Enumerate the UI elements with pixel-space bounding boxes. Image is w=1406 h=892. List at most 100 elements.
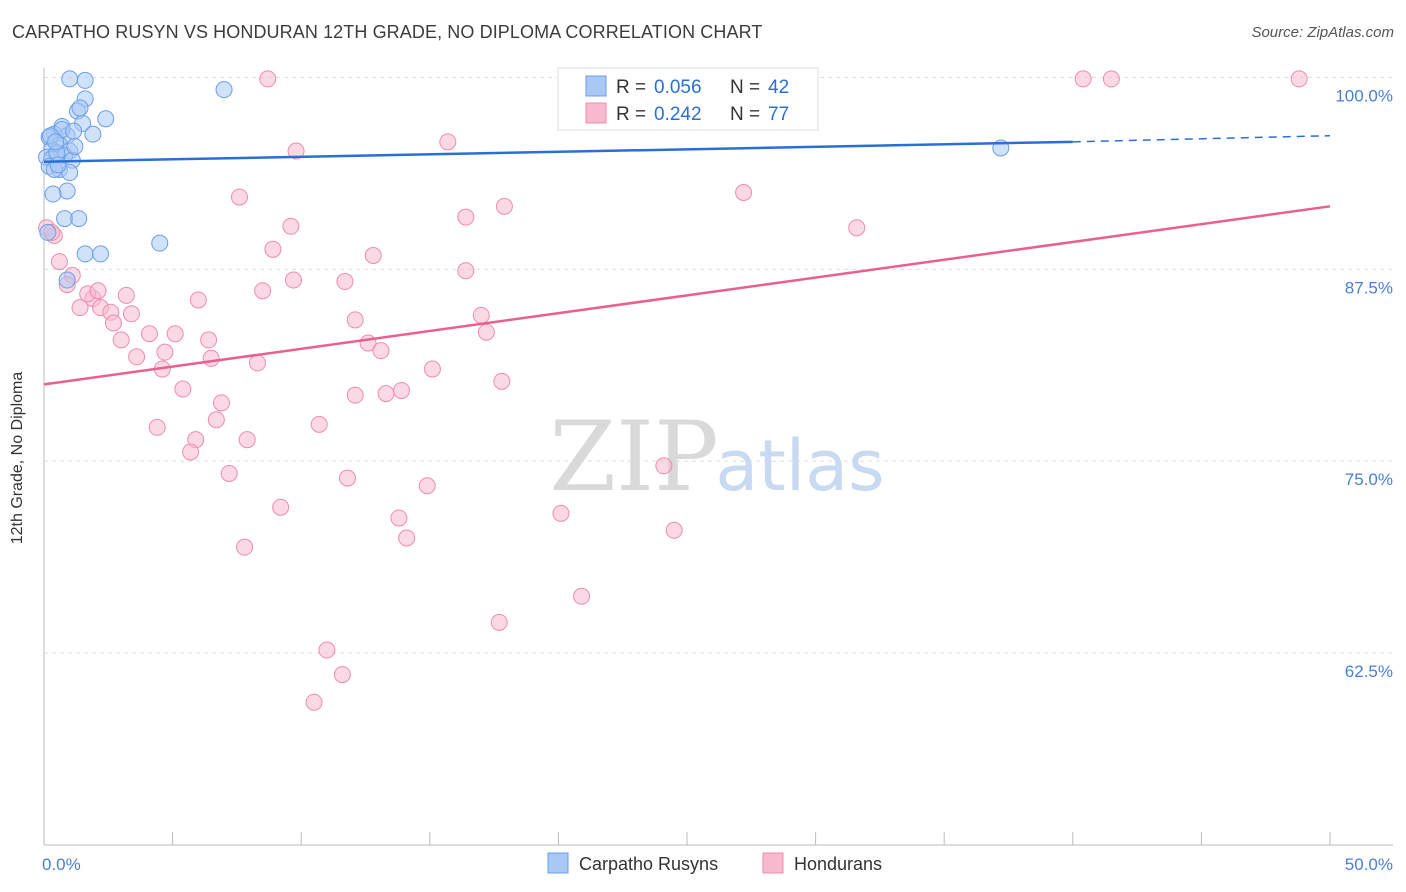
x-tick-labels: 0.0% 50.0%	[42, 855, 1393, 874]
data-point	[49, 156, 67, 174]
data-point	[390, 509, 408, 527]
legend-r-value-2: 0.242	[654, 104, 702, 125]
data-point	[272, 498, 290, 516]
data-point	[58, 271, 76, 289]
data-point	[174, 380, 192, 398]
data-point	[182, 443, 200, 461]
bottom-legend-label-rusyn: Carpatho Rusyns	[579, 854, 718, 874]
data-point	[1290, 70, 1308, 88]
data-point	[89, 282, 107, 300]
data-point	[848, 219, 866, 237]
data-point	[655, 457, 673, 475]
y-tick-labels: 62.5% 75.0% 87.5% 100.0%	[1335, 86, 1393, 681]
data-point	[200, 331, 218, 349]
data-point	[264, 240, 282, 258]
data-point	[151, 234, 169, 252]
data-point	[117, 286, 135, 304]
data-point	[166, 325, 184, 343]
trend-lines	[43, 134, 1331, 386]
legend-n-label-2: N =	[730, 104, 760, 125]
data-point	[128, 348, 146, 366]
bottom-legend-label-honduran: Hondurans	[794, 854, 882, 874]
data-point	[495, 197, 513, 215]
data-point	[156, 343, 174, 361]
legend-r-value-1: 0.056	[654, 77, 702, 98]
legend-n-value-2: 77	[768, 104, 789, 125]
data-point	[372, 342, 390, 360]
data-point	[259, 70, 277, 88]
data-point	[65, 122, 83, 140]
data-point	[284, 271, 302, 289]
y-tick-label: 62.5%	[1345, 662, 1393, 681]
data-point	[56, 210, 74, 228]
legend-swatch-rusyn	[585, 75, 607, 97]
watermark-atlas: atlas	[715, 425, 884, 507]
data-point	[84, 125, 102, 143]
bottom-legend-swatch-honduran	[762, 852, 784, 874]
watermark: ZIP atlas	[549, 401, 884, 513]
legend-r-label-1: R =	[616, 77, 646, 98]
data-point	[305, 693, 323, 711]
trend-line-1	[43, 205, 1331, 386]
data-point	[207, 411, 225, 429]
data-point	[457, 208, 475, 226]
data-point	[58, 182, 76, 200]
data-point	[364, 246, 382, 264]
source-label: Source: ZipAtlas.com	[1251, 24, 1394, 41]
data-point	[212, 394, 230, 412]
bottom-legend-swatch-rusyn	[547, 852, 569, 874]
data-point	[148, 418, 166, 436]
data-point	[71, 99, 89, 117]
data-point	[393, 382, 411, 400]
data-point	[122, 305, 140, 323]
chart-title: CARPATHO RUSYN VS HONDURAN 12TH GRADE, N…	[12, 22, 763, 42]
data-point	[1102, 70, 1120, 88]
data-point	[50, 253, 68, 271]
data-point	[439, 133, 457, 151]
data-point	[76, 71, 94, 89]
data-point	[97, 110, 115, 128]
data-point	[230, 188, 248, 206]
legend-r-label-2: R =	[616, 104, 646, 125]
bottom-legend: Carpatho Rusyns Hondurans	[547, 852, 882, 874]
data-point	[336, 273, 354, 291]
data-point	[310, 415, 328, 433]
data-point	[338, 469, 356, 487]
x-tick-label: 0.0%	[42, 855, 81, 874]
data-point	[377, 385, 395, 403]
data-point	[220, 464, 238, 482]
data-point	[71, 299, 89, 317]
y-tick-label: 75.0%	[1345, 470, 1393, 489]
gridlines	[44, 76, 1393, 654]
data-point	[236, 538, 254, 556]
data-point	[493, 372, 511, 390]
y-tick-label: 87.5%	[1345, 278, 1393, 297]
data-point	[333, 666, 351, 684]
data-point	[189, 291, 207, 309]
data-point	[140, 325, 158, 343]
data-point	[573, 587, 591, 605]
axes	[43, 68, 1393, 846]
data-point	[44, 185, 62, 203]
data-point	[735, 184, 753, 201]
data-point	[398, 529, 416, 547]
legend: R = 0.056 N = 42 R = 0.242 N = 77	[557, 67, 819, 131]
legend-n-value-1: 42	[768, 77, 789, 98]
y-tick-label: 100.0%	[1335, 86, 1393, 105]
trend-line-0	[43, 140, 1073, 164]
watermark-zip: ZIP	[549, 401, 718, 513]
data-point	[104, 314, 122, 332]
data-point	[477, 323, 495, 341]
data-point	[248, 354, 266, 372]
data-point	[66, 137, 84, 155]
data-point	[418, 477, 436, 495]
data-point	[76, 245, 94, 263]
data-point	[238, 431, 256, 449]
data-point	[92, 245, 110, 263]
data-point	[39, 223, 57, 241]
data-point	[202, 349, 220, 367]
trend-line-dashed-0	[1072, 134, 1331, 143]
data-point	[47, 133, 65, 151]
legend-n-label-1: N =	[730, 77, 760, 98]
